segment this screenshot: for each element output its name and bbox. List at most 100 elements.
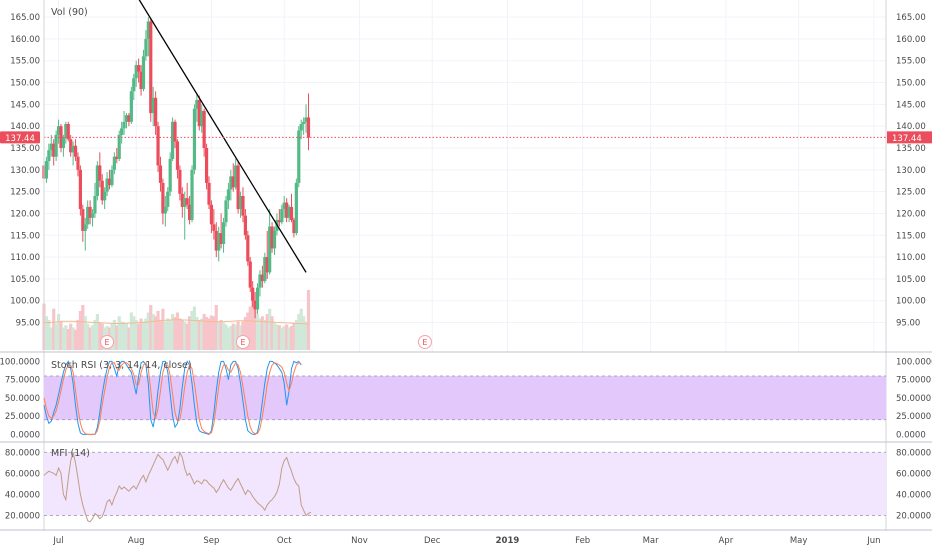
trendline [138,0,307,273]
y-tick-label-left: 140.00 [10,122,40,132]
candle-body [224,200,228,223]
candle [221,217,226,253]
candle-body [78,169,82,210]
volume-bar [221,323,226,350]
y-tick-label-right: 95.00 [896,319,920,329]
volume-bar [120,321,124,350]
candle-body [212,224,216,231]
stoch-rsi-y-tick-label-left: 75.0000 [5,376,40,386]
volume-bar [122,322,126,350]
candle-body [202,110,206,148]
volume-bar [297,314,301,350]
x-tick-label: Aug [128,536,145,546]
candle [122,110,126,135]
volume-bar [100,323,104,350]
y-tick-label-right: 160.00 [896,35,926,45]
candle-body [71,145,75,153]
earnings-marker[interactable]: E [417,335,432,349]
volume-bar [253,301,257,350]
candle-body [76,156,80,170]
candle-body [49,143,53,151]
candle-body [255,287,260,310]
volume-bar [263,320,267,350]
candle [69,134,73,157]
volume-bar [171,314,175,350]
candle [214,222,218,258]
stoch-rsi-y-tick-label-left: 0.0000 [10,430,40,440]
volume-moving-average-line [43,319,309,325]
y-tick-label-left: 115.00 [10,231,40,241]
volume-bar [61,327,66,350]
y-tick-label-left: 145.00 [10,100,40,110]
candle [185,182,189,210]
candle [178,165,182,201]
volume-bar [207,318,211,350]
y-tick-label-left: 110.00 [10,253,40,263]
last-price-tag-right: 137.44 [887,131,932,144]
x-tick-label: Sep [203,536,219,546]
candle-body [100,180,104,201]
volume-bar [195,317,199,350]
candle [294,178,298,236]
candle-body [299,124,303,131]
candle-body [105,178,109,192]
candle-body [280,209,284,223]
candle [285,198,289,223]
mfi-band [44,452,886,516]
candle [236,161,240,214]
volume-bar [287,327,291,350]
volume-bar [248,306,252,350]
volume-bar [59,321,63,350]
last-price-tag-left-text: 137.44 [5,134,35,144]
volume-bar [275,324,279,350]
volume-bar [93,320,97,350]
candle-body [144,38,148,57]
candle-body [190,169,194,220]
y-tick-label-left: 165.00 [10,13,40,23]
candle-body [204,148,209,183]
candle [217,226,221,262]
y-tick-label-right: 100.00 [896,297,926,307]
earnings-marker[interactable]: E [100,335,115,349]
earnings-marker-label: E [422,338,427,347]
candle [146,17,150,57]
candle [299,119,303,140]
candle [268,209,272,275]
candle [302,117,306,135]
volume-bar [73,329,78,350]
candle-body [156,126,160,166]
mfi-series-line-0 [43,450,312,523]
candle-body [246,235,250,262]
volume-bar [178,318,182,350]
earnings-marker[interactable]: E [235,335,250,349]
mfi-y-tick-label-left: 60.0000 [5,469,40,479]
candle-body [163,206,167,214]
candle [234,158,238,190]
y-tick-label-right: 115.00 [896,231,926,241]
x-tick-label: Apr [718,536,733,546]
volume-bar [243,317,248,350]
candle [134,60,138,87]
y-tick-label-left: 130.00 [10,166,40,176]
volume-bar [280,327,284,350]
candle-body [52,143,56,157]
mfi-y-tick-label-right: 60.0000 [896,469,931,479]
candle [197,95,201,131]
y-tick-label-left: 95.00 [16,319,40,329]
stoch-rsi-series-line-1 [43,361,302,435]
candle-body [231,176,235,188]
x-tick-label: Dec [424,536,441,546]
y-tick-label-right: 135.00 [896,144,926,154]
candle [88,200,92,225]
candle [180,187,184,218]
volume-bar [112,320,116,350]
volume-bar [204,317,209,350]
volume-bar [90,325,95,350]
volume-bar [132,316,136,350]
candle-body [61,137,66,148]
volume-bar [115,325,119,350]
candle-body [103,191,107,201]
volume-bar [78,311,82,350]
candle [137,58,141,83]
candle-body [306,117,311,138]
